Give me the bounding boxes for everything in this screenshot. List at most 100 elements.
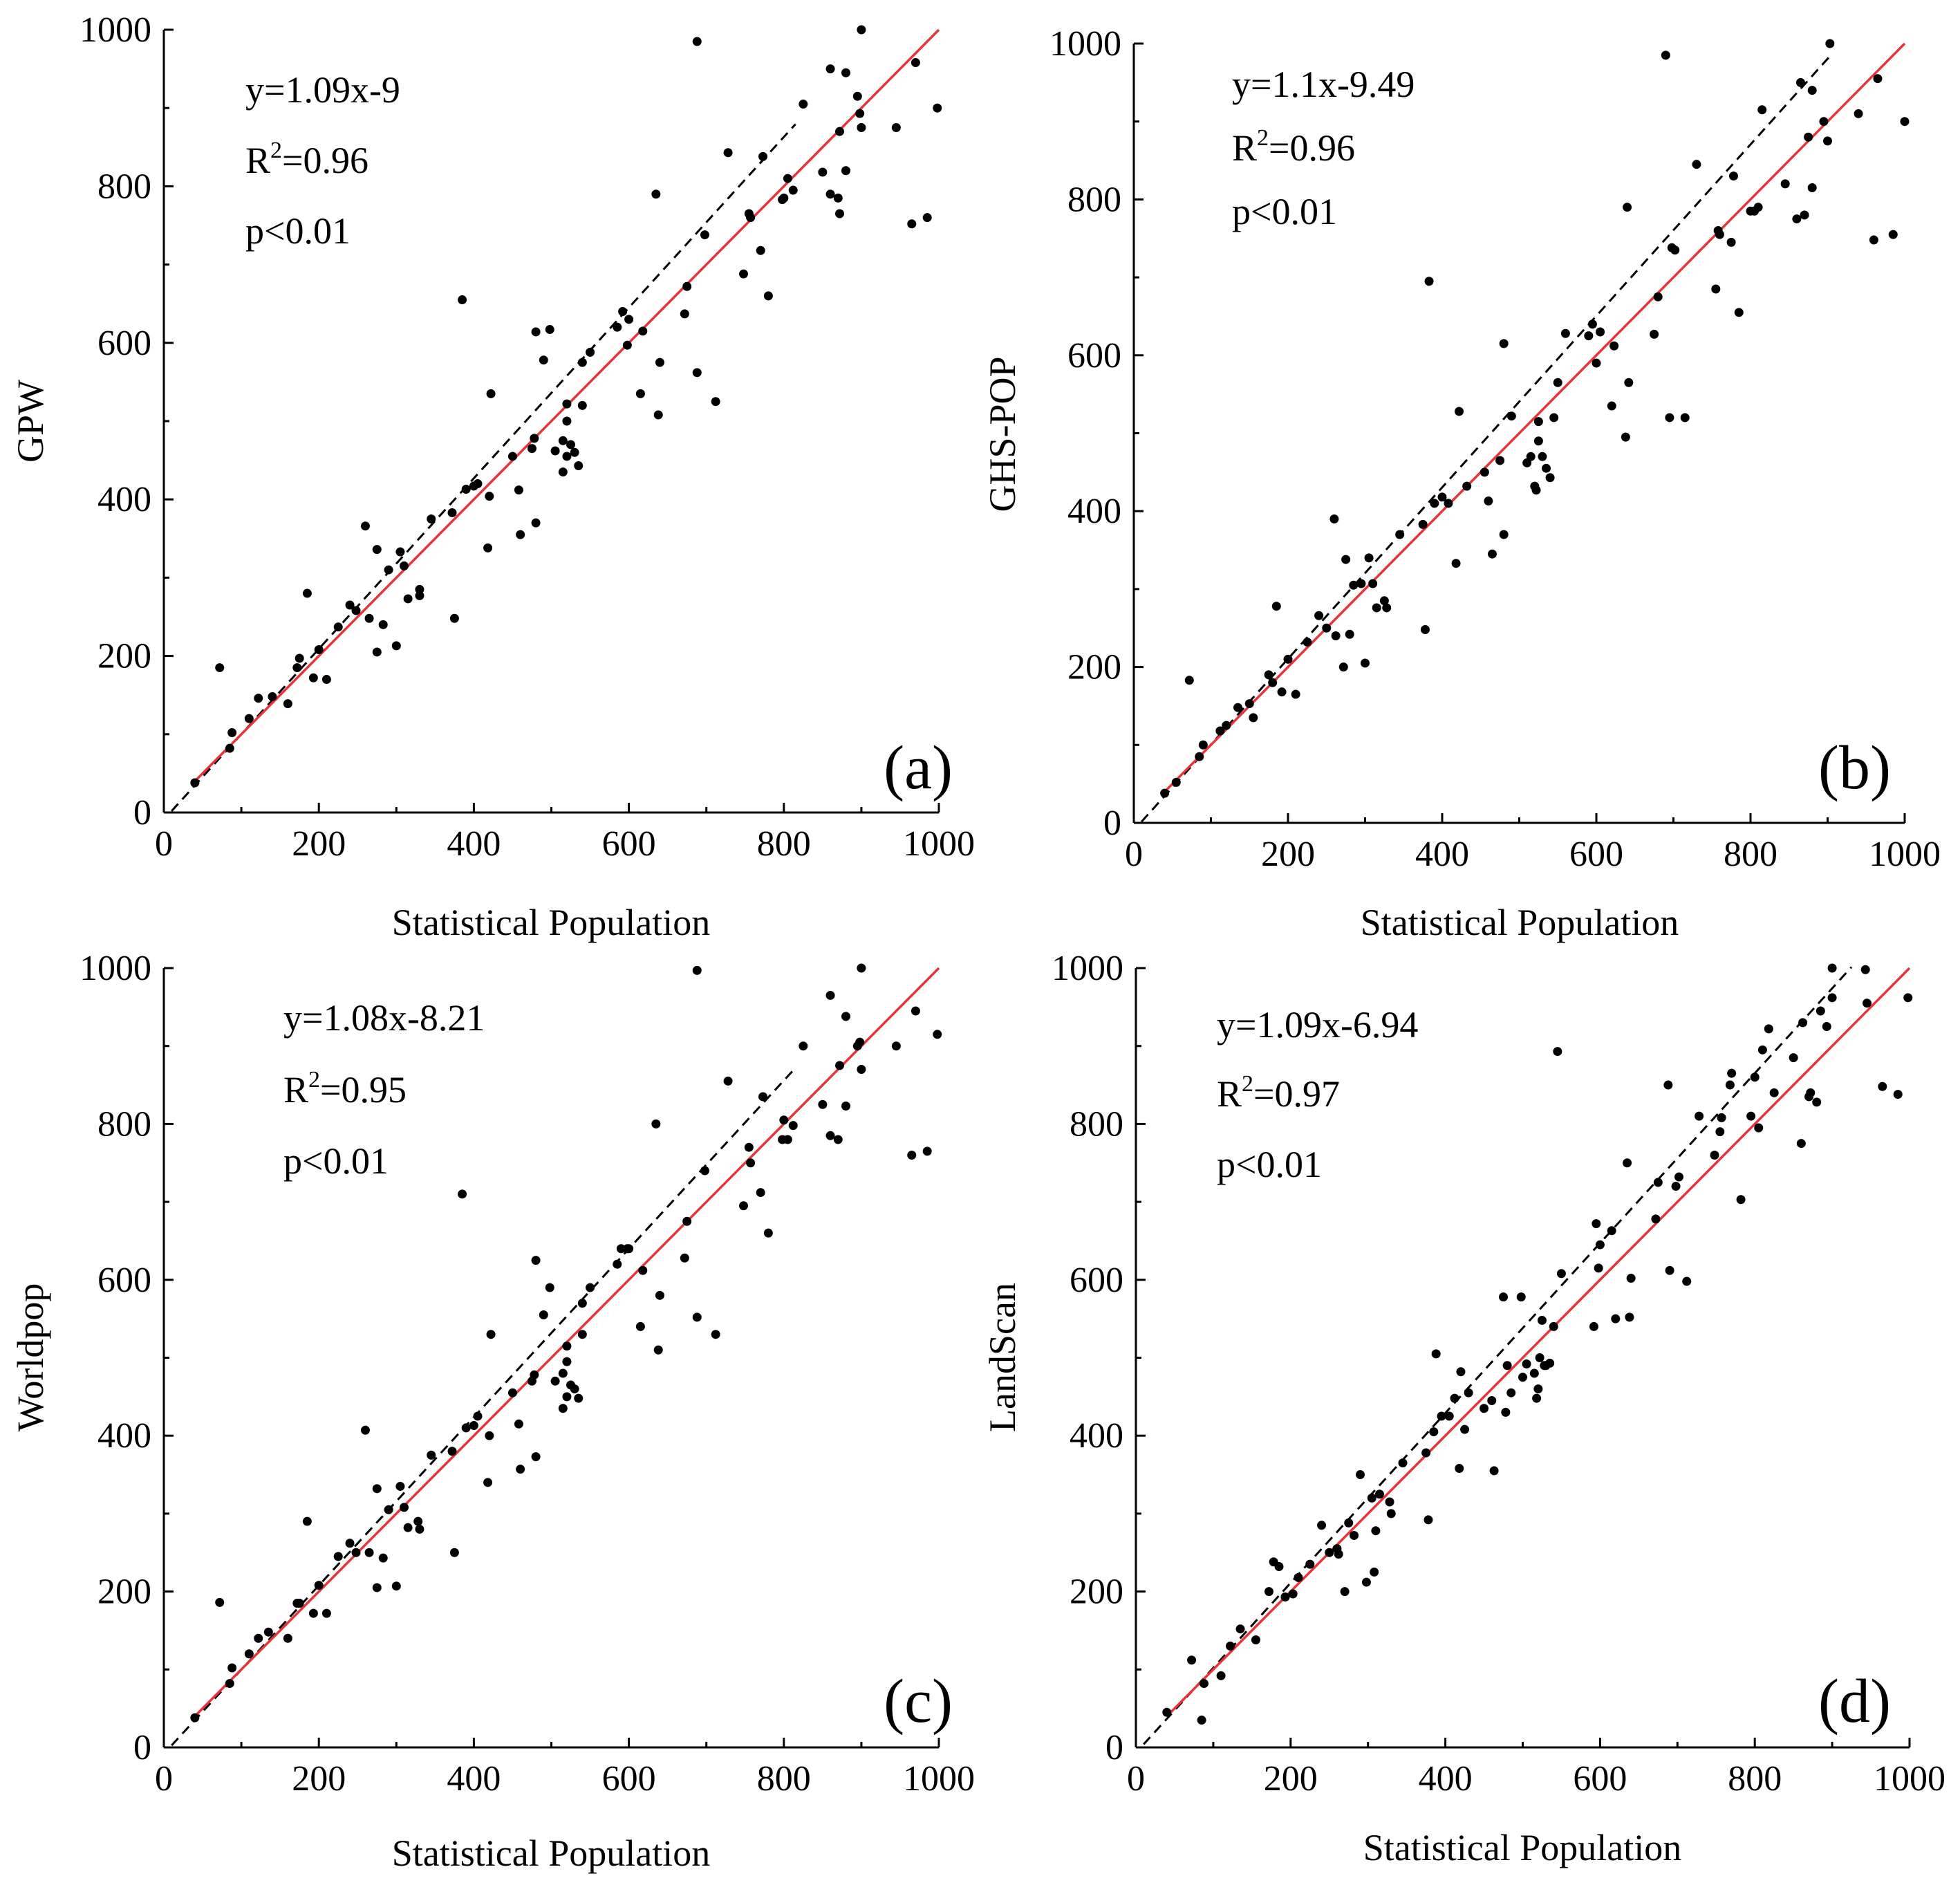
data-point [692,1312,702,1322]
r-squared-superscript: 2 [270,138,282,163]
x-tick-label: 1000 [903,1759,975,1799]
points-layer [190,25,942,788]
data-point [577,358,587,367]
data-point [1506,1388,1516,1398]
dashed-reference-line [171,123,796,812]
panel-label: (d) [1818,1667,1891,1736]
data-point [835,1061,845,1070]
data-point [818,1099,828,1109]
data-point [1187,1655,1197,1665]
data-point [1368,579,1378,588]
x-tick-label: 400 [1419,1759,1473,1799]
data-point [1665,1265,1674,1275]
data-point [692,37,702,46]
data-point [577,1299,587,1308]
data-point [190,778,200,788]
y-tick-label: 800 [97,1104,151,1144]
data-point [562,452,572,461]
data-point [345,1539,355,1548]
y-tick-label: 200 [1067,648,1121,687]
data-point [1798,1018,1808,1028]
data-point [545,325,554,335]
data-point [225,1679,234,1689]
data-point [577,400,587,410]
data-point [700,230,709,240]
data-point [655,1290,664,1300]
data-point [1609,341,1619,351]
x-tick-label: 1000 [903,824,975,864]
data-point [461,484,471,494]
data-point [1592,1219,1601,1229]
data-point [415,1524,424,1534]
data-point [558,436,568,445]
data-point [1437,492,1447,502]
data-point [1345,629,1354,639]
y-tick-label: 1000 [1052,949,1123,988]
data-point [1607,1226,1616,1236]
data-point [1386,1509,1396,1519]
data-point [756,245,765,255]
data-point [415,591,424,600]
panel-c: 0 200 400 600 800 1000 0 200 400 600 800 1000 y=1.0… [10,949,975,1874]
data-point [1560,328,1570,338]
data-point [711,1330,720,1339]
data-point [1623,1158,1632,1168]
data-point [841,68,850,77]
data-point [1322,623,1332,633]
y-tick-label: 200 [97,1572,151,1612]
x-tick-label: 200 [292,824,346,864]
data-point [427,1450,436,1460]
data-point [514,485,523,495]
x-tick-label: 800 [1724,835,1777,874]
data-point [1329,514,1339,523]
data-point [1480,467,1489,477]
data-point [1725,1080,1735,1090]
data-point [692,965,702,975]
x-tick-label: 0 [155,1759,173,1799]
data-point [1792,214,1802,224]
data-point [1717,1113,1726,1122]
data-point [1695,1111,1704,1121]
data-point [1728,171,1738,181]
data-point [1460,1424,1470,1434]
data-point [372,647,382,657]
data-point [1462,481,1472,491]
data-point [574,461,584,471]
data-point [1444,1411,1454,1421]
data-point [1516,1292,1526,1302]
data-point [1549,1321,1558,1331]
data-point [1888,230,1898,239]
data-point [1314,611,1324,620]
y-tick-label: 600 [1070,1261,1123,1300]
data-point [1251,1635,1260,1644]
data-point [302,1516,312,1526]
data-point [308,1608,318,1618]
data-point [295,1599,304,1608]
data-point [1727,1068,1737,1078]
data-point [1533,1384,1543,1394]
data-point [1710,1150,1719,1160]
data-point [618,307,628,317]
data-point [1750,1072,1760,1082]
data-point [364,1548,374,1557]
data-point [292,663,302,673]
data-point [483,1478,493,1487]
data-point [788,185,798,195]
data-point [384,1505,393,1514]
data-point [1199,1679,1208,1689]
data-point [295,653,304,663]
data-point [1280,1592,1290,1601]
y-tick-label: 800 [1070,1104,1123,1144]
data-point [1827,993,1837,1003]
data-point [1804,132,1813,142]
r-squared-value: =0.95 [320,1069,407,1111]
data-point [360,521,370,531]
data-point [763,1228,773,1238]
x-tick-label: 200 [292,1759,346,1799]
data-point [1197,1716,1206,1725]
data-point [1556,1269,1566,1279]
data-point [395,547,405,557]
data-point [891,1041,901,1051]
data-point [1487,549,1497,559]
x-tick-label: 0 [1125,835,1143,874]
